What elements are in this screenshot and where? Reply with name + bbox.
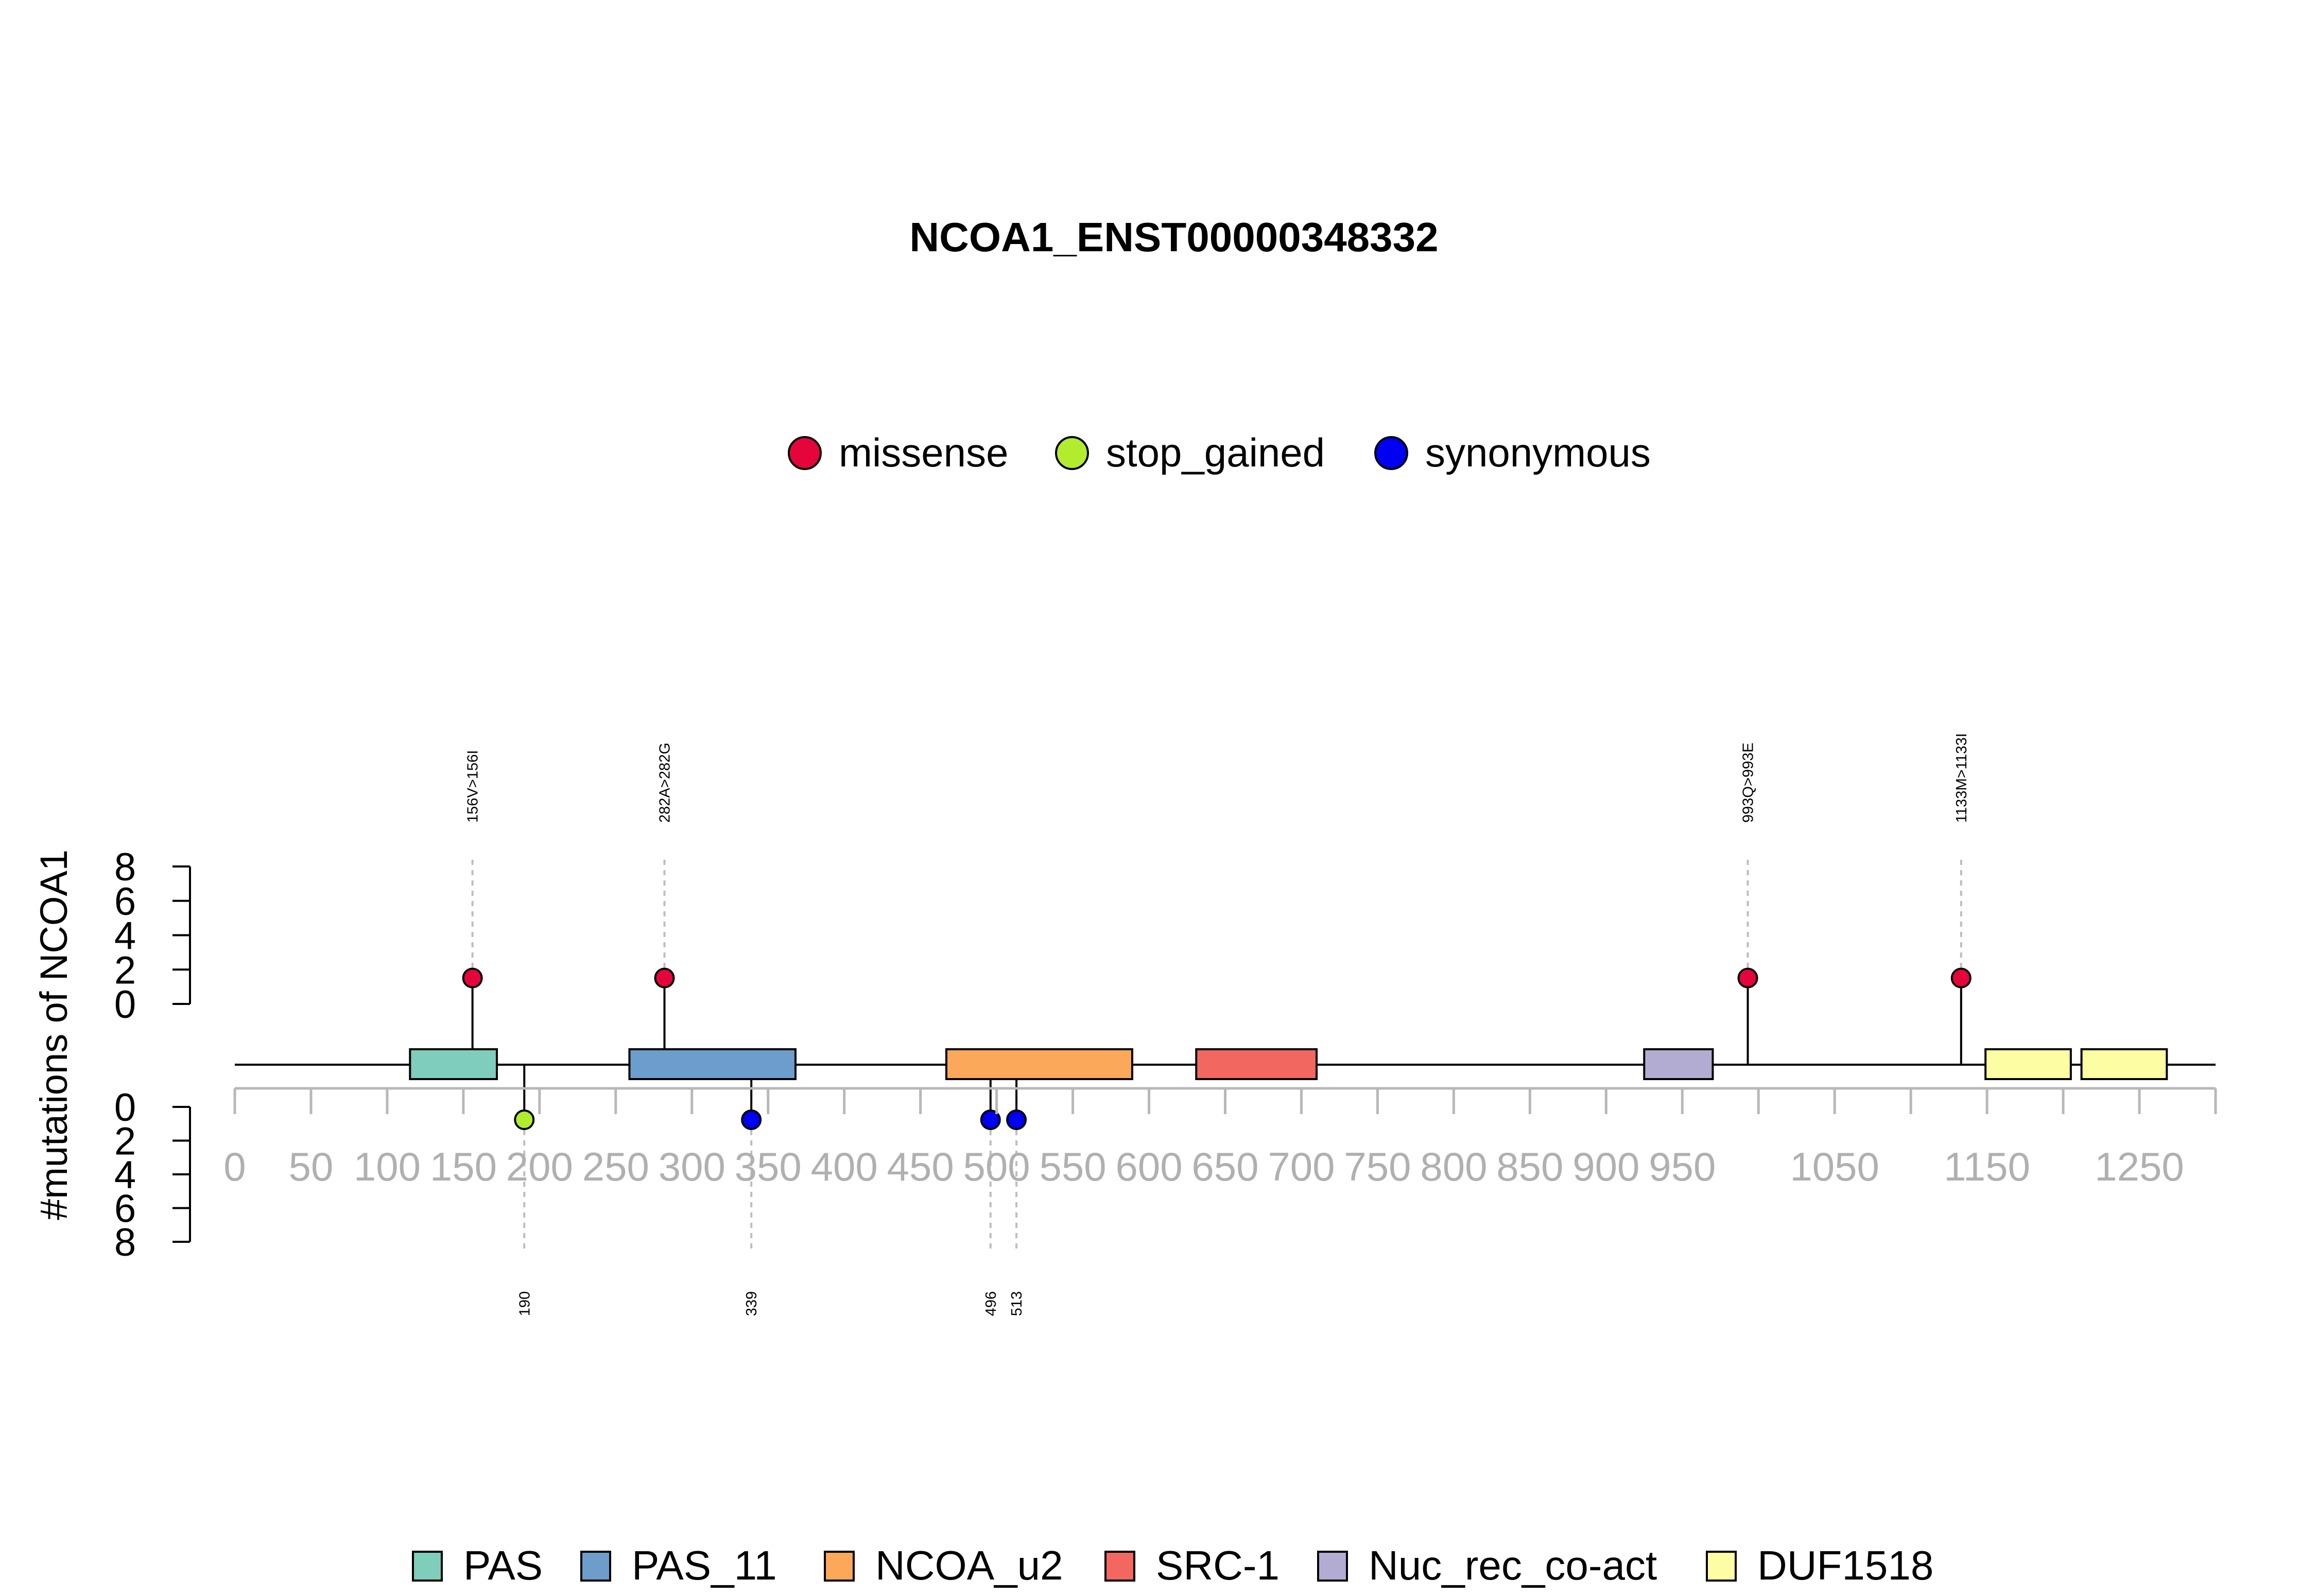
synonymous-label: synonymous [1425, 430, 1651, 475]
y-bottom-tick-label: 4 [114, 1153, 136, 1197]
chart-title: NCOA1_ENST00000348332 [909, 214, 1438, 260]
y-top-tick-label: 6 [114, 880, 136, 924]
synonymous-marker [1374, 436, 1408, 470]
domain-legend-label: Nuc_rec_co-act [1369, 1542, 1657, 1588]
domain-legend: PAS PAS_11 NCOA_u2 SRC-1 Nuc_rec_co-act DUF15… [412, 1542, 1933, 1588]
protein-domains [409, 1048, 2168, 1080]
lollipop-missense [1950, 967, 1972, 988]
lollipop-stop_gained [514, 1109, 535, 1130]
domain-swatch [1104, 1551, 1135, 1582]
x-tick-label: 900 [1572, 1144, 1639, 1189]
x-tick-label: 600 [1115, 1144, 1182, 1189]
mutation-label: 496 [983, 1291, 999, 1316]
domain-SRC-1 [1195, 1048, 1318, 1080]
y-axis-label: #mutations of NCOA1 [32, 849, 75, 1220]
lollipop-synonymous [1006, 1109, 1027, 1130]
x-tick-label: 950 [1649, 1144, 1716, 1189]
domain-swatch [1706, 1551, 1737, 1582]
x-tick-label: 200 [506, 1144, 573, 1189]
x-tick-label: 800 [1420, 1144, 1487, 1189]
mutation-label: 993Q>993E [1740, 742, 1757, 823]
lollipop-missense [1737, 967, 1758, 988]
mutation-label: 339 [743, 1291, 760, 1316]
y-bottom-tick-label: 6 [114, 1187, 136, 1231]
domain-legend-label: SRC-1 [1156, 1542, 1279, 1588]
x-tick-label: 1250 [2095, 1144, 2184, 1189]
domain-PAS [409, 1048, 498, 1080]
lollipop-synonymous [741, 1109, 762, 1130]
x-tick-label: 100 [354, 1144, 421, 1189]
x-tick-label: 1050 [1790, 1144, 1879, 1189]
mutation-label: 156V>156I [465, 750, 481, 823]
legend-item-synonymous: synonymous [1374, 430, 1651, 475]
x-axis: 0 50 100 150 200 250 300 350 400 450 500 550 600 650 7… [223, 1087, 2217, 1189]
y-bottom-tick-label: 2 [114, 1120, 136, 1164]
stop_gained-label: stop_gained [1106, 430, 1325, 475]
mutation-type-legend: missense stop_gained synonymous [788, 430, 1651, 475]
x-tick-label: 0 [223, 1144, 246, 1189]
domain-Nuc_rec_co-act [1643, 1048, 1714, 1080]
missense-marker [788, 436, 822, 470]
x-tick-label: 400 [811, 1144, 878, 1189]
plot-area: 156V>156I 282A>282G 993Q>993E 1133M>1133I 19… [235, 733, 2216, 1316]
domain-legend-item: PAS_11 [580, 1542, 777, 1588]
domain-legend-label: PAS [463, 1542, 543, 1588]
domain-swatch [412, 1551, 443, 1582]
domain-swatch [1317, 1551, 1348, 1582]
mutation-label: 513 [1009, 1291, 1025, 1316]
domain-NCOA_u2 [945, 1048, 1133, 1080]
domain-legend-item: SRC-1 [1104, 1542, 1279, 1588]
mutation-label: 1133M>1133I [1953, 733, 1970, 823]
lollipop-missense [462, 967, 483, 988]
x-tick-label: 700 [1268, 1144, 1335, 1189]
domain-legend-label: NCOA_u2 [875, 1542, 1063, 1588]
legend-item-stop_gained: stop_gained [1055, 430, 1325, 475]
legend-item-missense: missense [788, 430, 1008, 475]
x-tick-label: 500 [963, 1144, 1030, 1189]
y-top-tick-label: 2 [114, 948, 136, 992]
domain-legend-item: DUF1518 [1706, 1542, 1933, 1588]
domain-DUF1518 [2080, 1048, 2168, 1080]
x-tick-label: 750 [1344, 1144, 1411, 1189]
domain-legend-label: DUF1518 [1757, 1542, 1933, 1588]
domain-legend-item: PAS [412, 1542, 543, 1588]
domain-legend-label: PAS_11 [632, 1542, 777, 1588]
x-tick-label: 50 [289, 1144, 334, 1189]
x-tick-label: 550 [1040, 1144, 1106, 1189]
x-tick-label: 250 [582, 1144, 649, 1189]
x-tick-label: 850 [1496, 1144, 1563, 1189]
x-tick-label: 350 [735, 1144, 802, 1189]
stop_gained-marker [1055, 436, 1089, 470]
domain-DUF1518 [1984, 1048, 2072, 1080]
lollipop-synonymous [980, 1109, 1001, 1130]
x-tick-label: 450 [887, 1144, 954, 1189]
x-tick-label: 300 [659, 1144, 725, 1189]
domain-legend-item: Nuc_rec_co-act [1317, 1542, 1657, 1588]
lollipop-missense [654, 967, 675, 988]
domain-PAS_11 [628, 1048, 797, 1080]
mutation-label: 190 [516, 1291, 533, 1316]
domain-legend-item: NCOA_u2 [824, 1542, 1063, 1588]
domain-swatch [824, 1551, 855, 1582]
y-top-tick-label: 0 [114, 983, 136, 1027]
x-tick-label: 150 [430, 1144, 497, 1189]
y-bottom-tick-label: 0 [114, 1086, 136, 1130]
y-top-tick-label: 8 [114, 845, 136, 889]
missense-label: missense [839, 430, 1008, 475]
y-top-tick-label: 4 [114, 914, 136, 958]
x-tick-label: 1150 [1944, 1144, 2030, 1189]
domain-swatch [580, 1551, 611, 1582]
y-bottom-tick-label: 8 [114, 1221, 136, 1264]
mutation-label: 282A>282G [657, 742, 673, 823]
x-tick-label: 650 [1191, 1144, 1258, 1189]
